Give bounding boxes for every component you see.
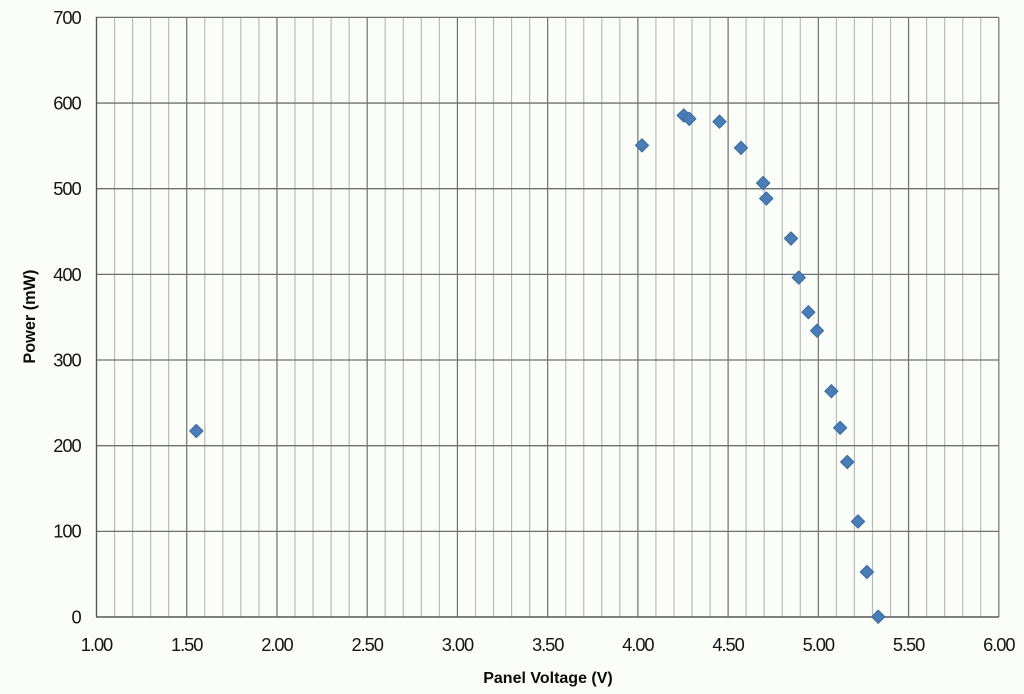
svg-text:5.50: 5.50: [893, 634, 925, 655]
svg-text:0: 0: [71, 606, 81, 627]
svg-text:1.50: 1.50: [171, 634, 203, 655]
svg-text:5.00: 5.00: [803, 634, 835, 655]
svg-text:Panel Voltage (V): Panel Voltage (V): [483, 670, 613, 687]
svg-text:4.00: 4.00: [622, 634, 654, 655]
svg-text:600: 600: [53, 92, 81, 113]
svg-text:3.00: 3.00: [442, 634, 474, 655]
svg-text:2.50: 2.50: [351, 634, 383, 655]
svg-text:100: 100: [53, 521, 81, 542]
svg-text:Power (mW): Power (mW): [21, 270, 39, 364]
svg-text:3.50: 3.50: [532, 634, 564, 655]
svg-text:2.00: 2.00: [261, 634, 293, 655]
svg-text:4.50: 4.50: [712, 634, 744, 655]
svg-text:200: 200: [53, 435, 81, 456]
svg-text:500: 500: [53, 178, 81, 199]
svg-text:6.00: 6.00: [983, 634, 1015, 655]
svg-text:400: 400: [53, 264, 81, 285]
svg-text:1.00: 1.00: [81, 634, 113, 655]
svg-text:700: 700: [53, 7, 81, 28]
svg-text:300: 300: [53, 349, 81, 370]
